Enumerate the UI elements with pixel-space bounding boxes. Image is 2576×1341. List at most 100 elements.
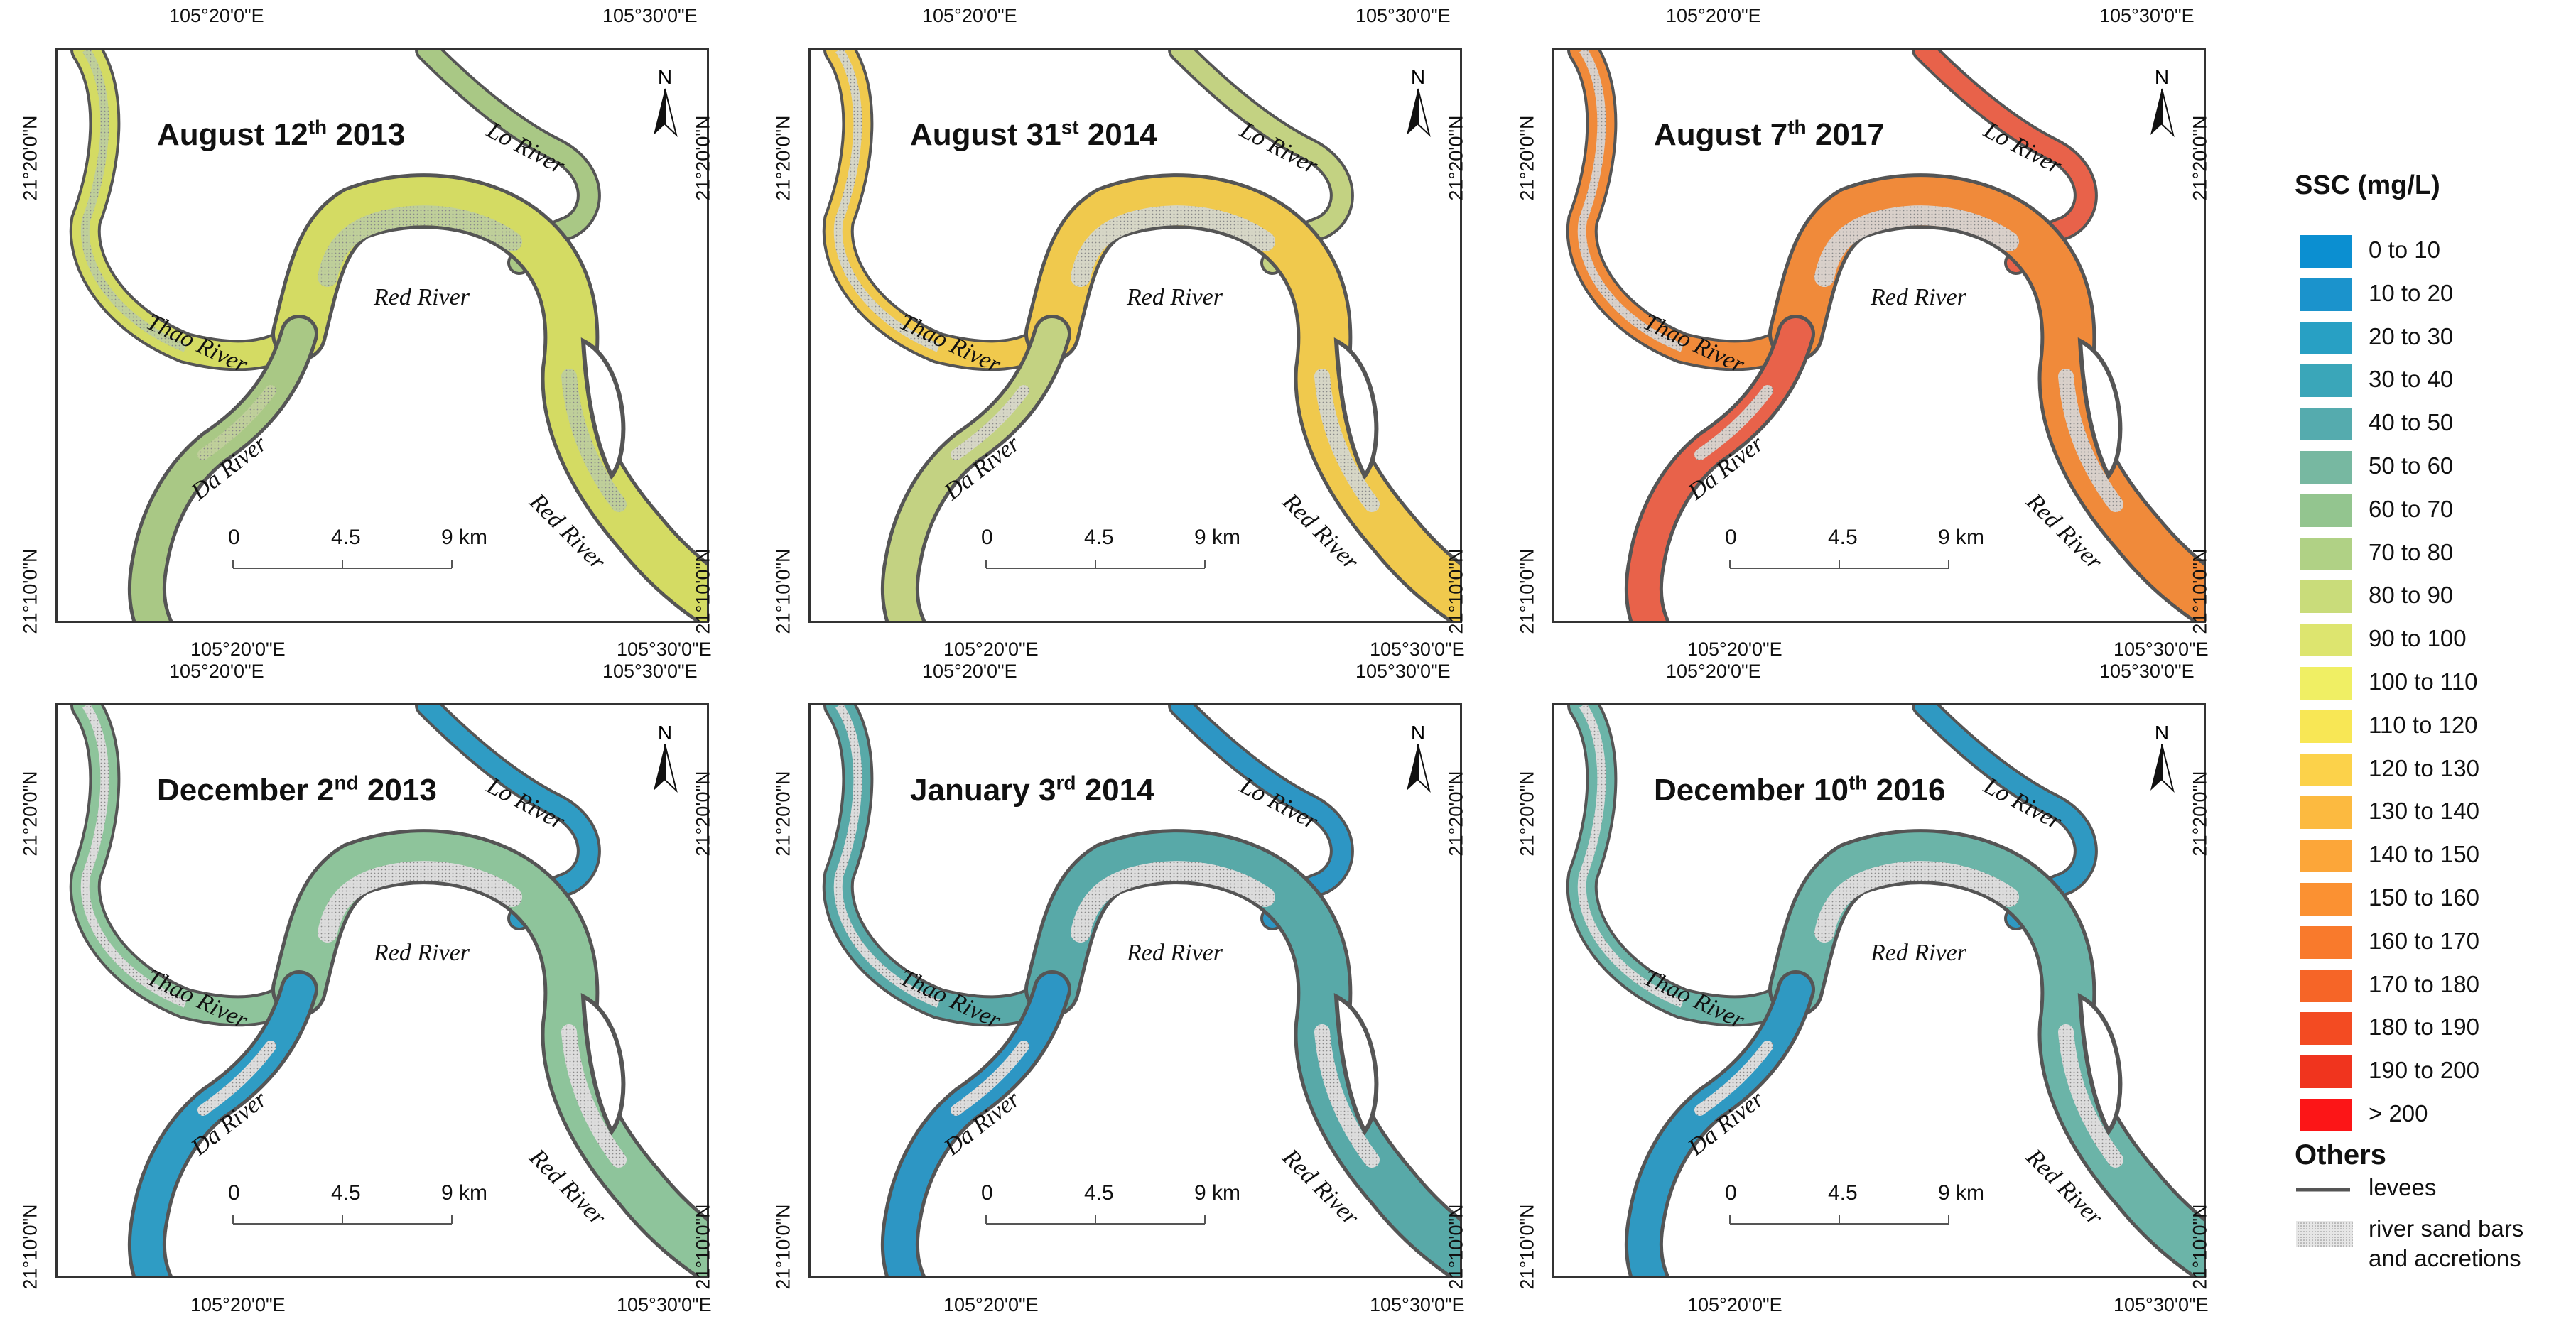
scale-label-end: 9 km <box>441 1181 488 1205</box>
legend-swatch <box>2300 450 2352 484</box>
scale-label-mid: 4.5 <box>1084 526 1114 549</box>
legend-title: SSC (mg/L) <box>2295 170 2440 200</box>
legend-item: 180 to 190 <box>2295 1008 2572 1051</box>
legend-others-title: Others <box>2295 1139 2386 1171</box>
legend-label: 40 to 50 <box>2369 409 2454 436</box>
map-date-year: 2017 <box>1806 117 1885 152</box>
lat-tick-left-bottom: 21°10'0"N <box>772 548 794 634</box>
scale-label-end: 9 km <box>1194 526 1241 549</box>
north-label: N <box>658 722 672 744</box>
lon-tick-bottom-left: 105°20'0"E <box>190 1294 286 1315</box>
lon-tick-top-left: 105°20'0"E <box>922 5 1017 26</box>
lon-tick-top-right: 105°30'0"E <box>2099 5 2195 26</box>
lat-tick-right-bottom: 21°10'0"N <box>2189 1204 2211 1290</box>
scale-label-0: 0 <box>981 1181 993 1205</box>
red-river-label-1: Red River <box>1871 940 1966 966</box>
legend-swatch <box>2300 1098 2352 1131</box>
river-map <box>822 50 1460 621</box>
lat-tick-right-bottom: 21°10'0"N <box>2189 548 2211 634</box>
scale-label-mid: 4.5 <box>1828 1181 1858 1205</box>
scale-label-end: 9 km <box>1938 526 1985 549</box>
legend-swatch <box>2300 1012 2352 1046</box>
lon-tick-top-right: 105°30'0"E <box>2099 661 2195 682</box>
lat-tick-left-top: 21°20'0"N <box>772 115 794 201</box>
lon-tick-top-left: 105°20'0"E <box>1666 661 1761 682</box>
north-arrow-icon: N <box>1407 66 1431 138</box>
legend-label: 130 to 140 <box>2369 798 2479 825</box>
lon-tick-top-right: 105°30'0"E <box>602 5 698 26</box>
map-frame: August 12th 2013 Lo River Thao River Red… <box>55 48 709 623</box>
legend-item: > 200 <box>2295 1095 2572 1138</box>
map-date-suffix: th <box>1848 771 1868 794</box>
legend-swatch <box>2300 925 2352 959</box>
north-label: N <box>1411 722 1425 744</box>
lat-tick-right-bottom: 21°10'0"N <box>692 1204 714 1290</box>
legend-label: 80 to 90 <box>2369 582 2454 609</box>
legend-label: 110 to 120 <box>2369 711 2478 738</box>
scale-label-end: 9 km <box>1938 1181 1985 1205</box>
map-panel: August 12th 2013 Lo River Thao River Red… <box>20 5 714 660</box>
map-date-title: August 31st 2014 <box>910 117 1157 153</box>
north-label: N <box>2155 66 2169 88</box>
lon-tick-top-left: 105°20'0"E <box>1666 5 1761 26</box>
legend-levees: levees <box>2295 1171 2572 1214</box>
north-arrow-icon: N <box>1407 722 1431 793</box>
north-arrow-icon: N <box>654 66 678 138</box>
legend-swatch <box>2300 364 2352 398</box>
legend-swatch <box>2300 408 2352 441</box>
river-map <box>69 50 707 621</box>
legend-label: 60 to 70 <box>2369 495 2454 522</box>
lat-tick-right-bottom: 21°10'0"N <box>692 548 714 634</box>
legend-swatch <box>2300 753 2352 786</box>
lon-tick-top-left: 105°20'0"E <box>169 661 264 682</box>
lon-tick-top-right: 105°30'0"E <box>602 661 698 682</box>
legend-swatch <box>2300 580 2352 614</box>
lon-tick-top-left: 105°20'0"E <box>922 661 1017 682</box>
map-date-suffix: th <box>1787 116 1807 139</box>
legend-item: 150 to 160 <box>2295 879 2572 922</box>
scale-bar <box>232 560 453 569</box>
legend-swatch <box>2300 840 2352 873</box>
scale-label-mid: 4.5 <box>1084 1181 1114 1205</box>
map-date-main: December 10 <box>1654 773 1849 808</box>
map-frame: January 3rd 2014 Lo River Thao River Red… <box>808 703 1462 1278</box>
legend-item: 10 to 20 <box>2295 274 2572 317</box>
legend-swatch <box>2300 537 2352 570</box>
legend-item: 70 to 80 <box>2295 533 2572 577</box>
legend-label: 20 to 30 <box>2369 322 2454 349</box>
legend-item: 20 to 30 <box>2295 317 2572 361</box>
lat-tick-right-top: 21°20'0"N <box>2189 771 2211 857</box>
lat-tick-left-top: 21°20'0"N <box>19 771 41 857</box>
lon-tick-bottom-right: 105°30'0"E <box>1370 639 1465 660</box>
red-river-label-1: Red River <box>374 940 470 966</box>
map-date-title: December 10th 2016 <box>1654 773 1946 808</box>
lat-tick-left-bottom: 21°10'0"N <box>19 1204 41 1290</box>
map-date-title: December 2nd 2013 <box>157 773 437 808</box>
legend-item: 120 to 130 <box>2295 749 2572 793</box>
red-river-label-1: Red River <box>1127 284 1223 310</box>
lon-tick-bottom-left: 105°20'0"E <box>1687 639 1782 660</box>
legend-sandbars-label-1: river sand bars <box>2369 1215 2524 1242</box>
legend-label: 150 to 160 <box>2369 884 2479 911</box>
lat-tick-right-top: 21°20'0"N <box>692 771 714 857</box>
legend-swatch <box>2300 494 2352 527</box>
scale-label-end: 9 km <box>441 526 488 549</box>
map-date-year: 2013 <box>327 117 406 152</box>
legend-swatch <box>2300 710 2352 743</box>
legend-label: 180 to 190 <box>2369 1014 2479 1041</box>
lon-tick-bottom-left: 105°20'0"E <box>943 639 1039 660</box>
lon-tick-bottom-left: 105°20'0"E <box>1687 1294 1782 1315</box>
map-panel: January 3rd 2014 Lo River Thao River Red… <box>773 661 1467 1315</box>
lat-tick-right-bottom: 21°10'0"N <box>1445 548 1467 634</box>
river-map <box>1566 705 2204 1276</box>
lat-tick-left-bottom: 21°10'0"N <box>1516 1204 1538 1290</box>
legend-item: 90 to 100 <box>2295 619 2572 663</box>
scale-bar <box>985 1215 1206 1225</box>
lat-tick-right-top: 21°20'0"N <box>2189 115 2211 201</box>
scale-bar <box>985 560 1206 569</box>
lon-tick-bottom-right: 105°30'0"E <box>2114 1294 2209 1315</box>
legend: SSC (mg/L) 0 to 10 10 to 20 20 to 30 30 to … <box>2295 170 2572 1278</box>
legend-item: 40 to 50 <box>2295 403 2572 447</box>
lon-tick-top-left: 105°20'0"E <box>169 5 264 26</box>
legend-item: 0 to 10 <box>2295 231 2572 274</box>
